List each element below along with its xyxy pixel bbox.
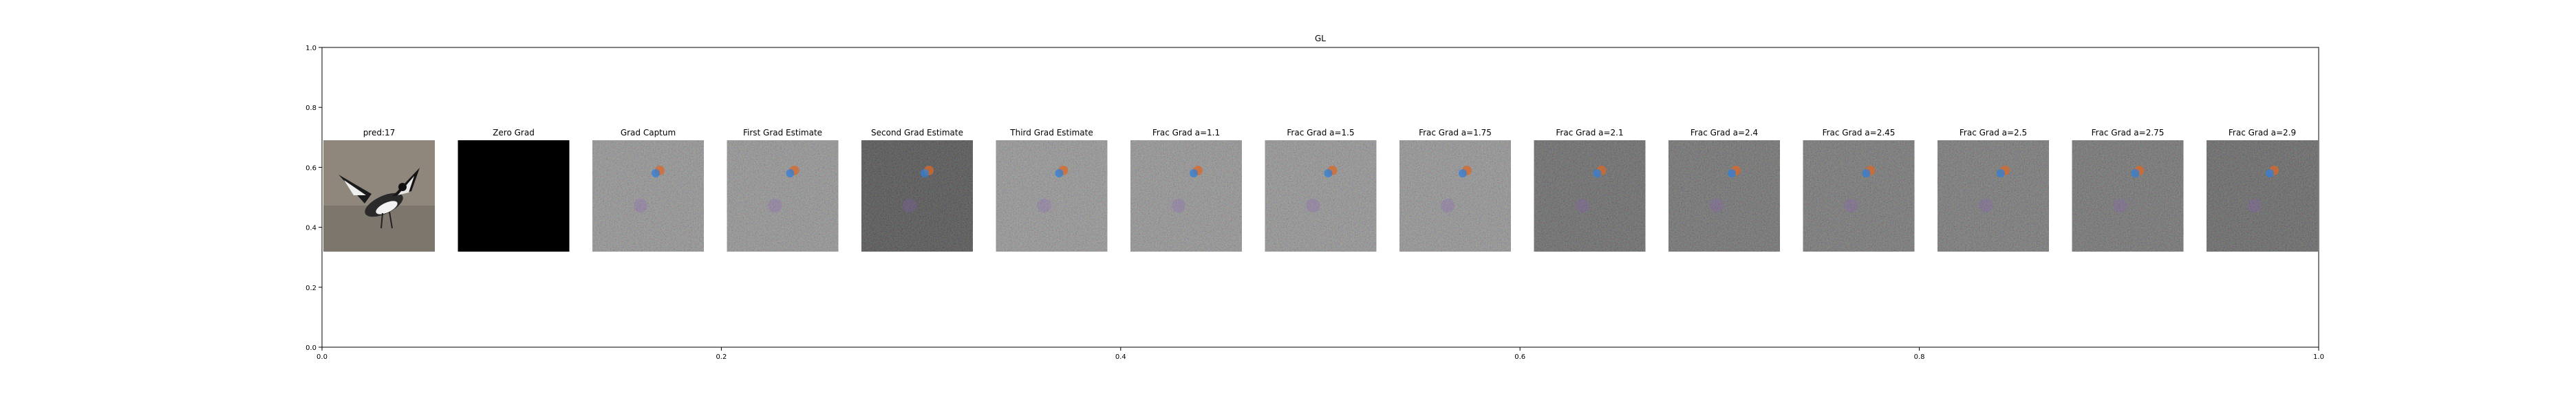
- zero-grad-image: [458, 140, 570, 252]
- y-tick-label: 0.2: [305, 285, 316, 292]
- saliency-blob-purple: [903, 199, 916, 212]
- panel-title: Frac Grad a=2.9: [2229, 128, 2296, 138]
- image-panel: Frac Grad a=2.1: [1534, 128, 1646, 252]
- image-panel: Third Grad Estimate: [996, 128, 1108, 252]
- x-tick-label: 0.8: [1914, 353, 1925, 361]
- x-axis: 0.0 0.2 0.4 0.6 0.8 1.0: [316, 347, 2324, 361]
- gradient-noise: [1265, 140, 1377, 252]
- panel-title: Frac Grad a=2.45: [1823, 128, 1896, 138]
- image-panel: Frac Grad a=2.75: [2072, 128, 2184, 252]
- panel-title: Frac Grad a=1.1: [1152, 128, 1220, 138]
- image-panel: First Grad Estimate: [727, 128, 839, 252]
- gradient-noise: [1803, 140, 1915, 252]
- saliency-blob-blue: [1997, 169, 2005, 177]
- gradient-noise: [1130, 140, 1242, 252]
- saliency-blob-purple: [1306, 199, 1320, 212]
- panel-title: Grad Captum: [621, 128, 676, 138]
- x-tick-label: 0.6: [1514, 353, 1525, 361]
- saliency-blob-purple: [1441, 199, 1455, 212]
- y-tick-label: 0.4: [305, 225, 316, 232]
- image-panel: Frac Grad a=1.1: [1130, 128, 1242, 252]
- bird-head: [398, 183, 407, 191]
- gradient-noise: [2207, 140, 2318, 252]
- image-panel: Frac Grad a=2.4: [1668, 128, 1780, 252]
- panel-title: Frac Grad a=1.75: [1419, 128, 1492, 138]
- saliency-blob-blue: [1190, 169, 1198, 177]
- y-tick-label: 0.8: [305, 104, 316, 112]
- panel-title: Second Grad Estimate: [871, 128, 963, 138]
- gradient-noise: [1938, 140, 2049, 252]
- image-panels: pred:17 Zero Grad Grad Captum First Grad Es…: [323, 128, 2318, 252]
- saliency-blob-blue: [921, 169, 929, 177]
- saliency-blob-purple: [1844, 199, 1858, 212]
- panel-title: Frac Grad a=2.4: [1690, 128, 1758, 138]
- panel-title: Third Grad Estimate: [1009, 128, 1093, 138]
- x-tick-label: 1.0: [2313, 353, 2324, 361]
- y-axis: 0.0 0.2 0.4 0.6 0.8 1.0: [305, 45, 322, 352]
- bird-leg: [380, 212, 383, 229]
- gradient-noise: [592, 140, 704, 252]
- x-tick-label: 0.2: [716, 353, 727, 361]
- saliency-blob-blue: [1459, 169, 1467, 177]
- saliency-blob-purple: [2113, 199, 2127, 212]
- saliency-blob-purple: [1037, 199, 1051, 212]
- saliency-blob-blue: [786, 169, 795, 177]
- bird-belly: [376, 201, 398, 214]
- x-tick-label: 0.0: [316, 353, 328, 361]
- image-panel: Frac Grad a=2.45: [1803, 128, 1915, 252]
- image-panel: Second Grad Estimate: [861, 128, 973, 252]
- saliency-blob-blue: [1324, 169, 1333, 177]
- y-tick-label: 0.6: [305, 164, 316, 172]
- image-panel: Frac Grad a=1.5: [1265, 128, 1377, 252]
- saliency-blob-purple: [2248, 199, 2262, 212]
- bird-wing-right: [392, 168, 420, 197]
- image-panel: Frac Grad a=1.75: [1399, 128, 1511, 252]
- saliency-blob-blue: [1593, 169, 1602, 177]
- gradient-noise: [1399, 140, 1511, 252]
- panel-title: Frac Grad a=1.5: [1287, 128, 1354, 138]
- panel-title: pred:17: [363, 128, 396, 138]
- gradient-noise: [1534, 140, 1646, 252]
- gradient-noise: [727, 140, 839, 252]
- panel-title: Frac Grad a=2.5: [1960, 128, 2027, 138]
- axes-frame: [321, 47, 2319, 348]
- image-panel: Zero Grad: [458, 128, 570, 252]
- panel-title: Frac Grad a=2.75: [2092, 128, 2165, 138]
- panel-title: First Grad Estimate: [743, 128, 822, 138]
- y-tick-label: 1.0: [305, 45, 316, 52]
- saliency-blob-purple: [1710, 199, 1724, 212]
- image-panel: pred:17: [323, 128, 435, 252]
- saliency-blob-purple: [1979, 199, 1993, 212]
- gradient-noise: [2072, 140, 2184, 252]
- panel-title: Frac Grad a=2.1: [1556, 128, 1623, 138]
- saliency-blob-purple: [634, 199, 647, 212]
- gradient-noise: [996, 140, 1108, 252]
- saliency-blob-blue: [1055, 169, 1064, 177]
- bird-wing-left-white: [344, 180, 366, 195]
- saliency-blob-blue: [652, 169, 660, 177]
- image-panel: Grad Captum: [592, 128, 704, 252]
- saliency-blob-blue: [1728, 169, 1736, 177]
- saliency-blob-blue: [2266, 169, 2274, 177]
- saliency-blob-purple: [768, 199, 782, 212]
- image-panel: Frac Grad a=2.9: [2207, 128, 2318, 252]
- saliency-blob-blue: [1862, 169, 1871, 177]
- saliency-blob-purple: [1575, 199, 1589, 212]
- y-tick-label: 0.0: [305, 344, 316, 352]
- gradient-noise: [861, 140, 973, 252]
- saliency-blob-blue: [2131, 169, 2140, 177]
- panel-title: Zero Grad: [493, 128, 535, 138]
- saliency-blob-purple: [1172, 199, 1185, 212]
- bird-leg: [389, 211, 393, 229]
- image-panel: Frac Grad a=2.5: [1938, 128, 2049, 252]
- gradient-noise: [1668, 140, 1780, 252]
- x-tick-label: 0.4: [1115, 353, 1126, 361]
- chart-title: GL: [1315, 34, 1326, 43]
